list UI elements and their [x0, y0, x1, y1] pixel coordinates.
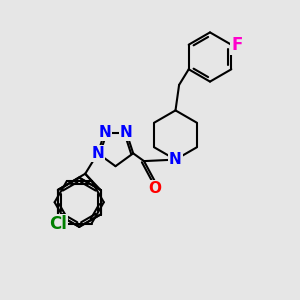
Text: O: O: [148, 181, 161, 196]
Text: Cl: Cl: [49, 214, 67, 232]
Text: N: N: [98, 125, 111, 140]
Text: F: F: [231, 36, 243, 54]
Text: N: N: [92, 146, 104, 161]
Text: N: N: [120, 125, 133, 140]
Text: N: N: [169, 152, 182, 167]
